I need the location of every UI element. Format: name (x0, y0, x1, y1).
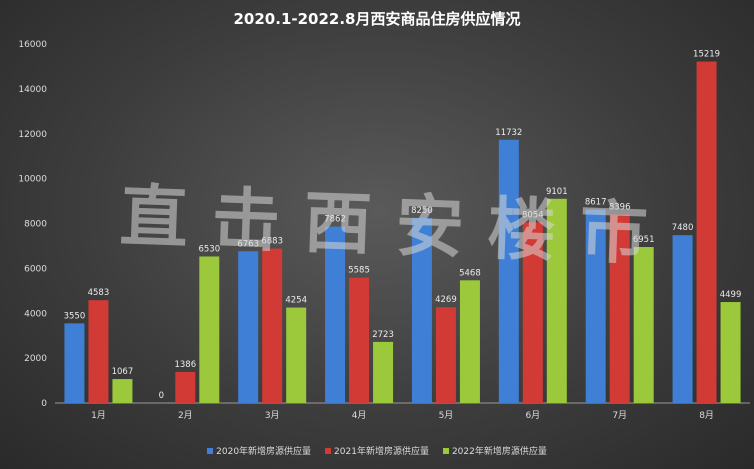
x-tick-label: 3月 (265, 410, 280, 421)
bar-2020年新增房源供应量-1月 (64, 323, 85, 403)
data-label: 6883 (261, 237, 283, 247)
bar-2022年新增房源供应量-3月 (286, 307, 307, 403)
bar-2021年新增房源供应量-5月 (435, 307, 456, 403)
y-tick-label: 14000 (18, 85, 47, 95)
y-tick-label: 8000 (24, 220, 47, 230)
legend-label-2021: 2021年新增房源供应量 (334, 447, 429, 457)
bar-2021年新增房源供应量-1月 (88, 300, 109, 403)
bar-2020年新增房源供应量-7月 (585, 209, 606, 403)
data-label: 6530 (198, 244, 220, 254)
data-label: 8250 (411, 206, 433, 216)
data-label: 6951 (633, 235, 655, 245)
bar-2021年新增房源供应量-6月 (522, 222, 543, 403)
bar-2021年新增房源供应量-3月 (262, 248, 283, 403)
y-tick-label: 6000 (24, 264, 47, 274)
legend-swatch-2020 (207, 447, 214, 454)
data-label: 7480 (672, 223, 694, 233)
data-label: 8396 (609, 203, 631, 213)
x-tick-label: 7月 (612, 410, 627, 421)
bar-2022年新增房源供应量-6月 (546, 198, 567, 403)
bar-2022年新增房源供应量-1月 (112, 379, 133, 403)
legend-swatch-2022 (442, 447, 449, 454)
y-tick-label: 0 (41, 399, 47, 409)
data-label: 0 (159, 391, 164, 401)
bar-2021年新增房源供应量-8月 (696, 61, 717, 404)
bar-2021年新增房源供应量-4月 (349, 277, 370, 403)
bar-2022年新增房源供应量-8月 (720, 302, 741, 403)
data-label: 5468 (459, 268, 481, 278)
legend-label-2020: 2020年新增房源供应量 (216, 447, 312, 457)
bar-2020年新增房源供应量-4月 (325, 226, 346, 403)
data-label: 8054 (522, 210, 544, 220)
data-label: 5585 (348, 266, 370, 276)
bar-2020年新增房源供应量-3月 (238, 251, 259, 403)
data-label: 8617 (585, 198, 607, 208)
bar-2021年新增房源供应量-2月 (175, 371, 196, 403)
x-tick-label: 6月 (525, 410, 540, 421)
y-tick-label: 12000 (18, 130, 47, 140)
data-label: 1386 (174, 360, 196, 370)
data-label: 3550 (64, 311, 86, 321)
data-label: 4499 (720, 290, 742, 300)
y-tick-label: 4000 (24, 309, 47, 319)
bar-2022年新增房源供应量-7月 (633, 247, 654, 403)
legend-label-2022: 2022年新增房源供应量 (451, 447, 547, 457)
y-tick-label: 10000 (18, 175, 47, 185)
legend-item-2022: 2022年新增房源供应量 (442, 444, 547, 457)
bar-2020年新增房源供应量-8月 (672, 235, 693, 403)
x-tick-label: 8月 (699, 410, 714, 421)
data-label: 15219 (693, 50, 720, 60)
bar-2020年新增房源供应量-5月 (411, 217, 432, 403)
bar-2021年新增房源供应量-7月 (609, 214, 630, 403)
legend-item-2021: 2021年新增房源供应量 (325, 444, 429, 457)
data-label: 4254 (285, 296, 307, 306)
x-tick-label: 2月 (178, 410, 193, 421)
chart-legend: 2020年新增房源供应量 2021年新增房源供应量 2022年新增房源供应量 (0, 444, 754, 457)
data-label: 4583 (88, 288, 110, 298)
x-tick-label: 5月 (439, 410, 454, 421)
bar-2022年新增房源供应量-5月 (459, 280, 480, 403)
legend-item-2020: 2020年新增房源供应量 (207, 444, 311, 457)
data-label: 2723 (372, 330, 394, 340)
bar-2020年新增房源供应量-6月 (498, 139, 519, 403)
data-label: 4269 (435, 295, 457, 305)
data-label: 6763 (237, 239, 259, 249)
y-tick-label: 2000 (24, 354, 47, 364)
bar-2022年新增房源供应量-4月 (373, 341, 394, 403)
x-tick-label: 4月 (352, 410, 367, 421)
bar-2022年新增房源供应量-2月 (199, 256, 220, 403)
y-tick-label: 16000 (18, 40, 47, 50)
data-label: 1067 (112, 367, 134, 377)
data-label: 9101 (546, 187, 568, 197)
chart-title: 2020.1-2022.8月西安商品住房供应情况 (233, 10, 521, 28)
x-tick-label: 1月 (91, 410, 106, 421)
data-label: 11732 (495, 128, 522, 138)
legend-swatch-2021 (325, 447, 332, 454)
data-label: 7862 (324, 215, 346, 225)
